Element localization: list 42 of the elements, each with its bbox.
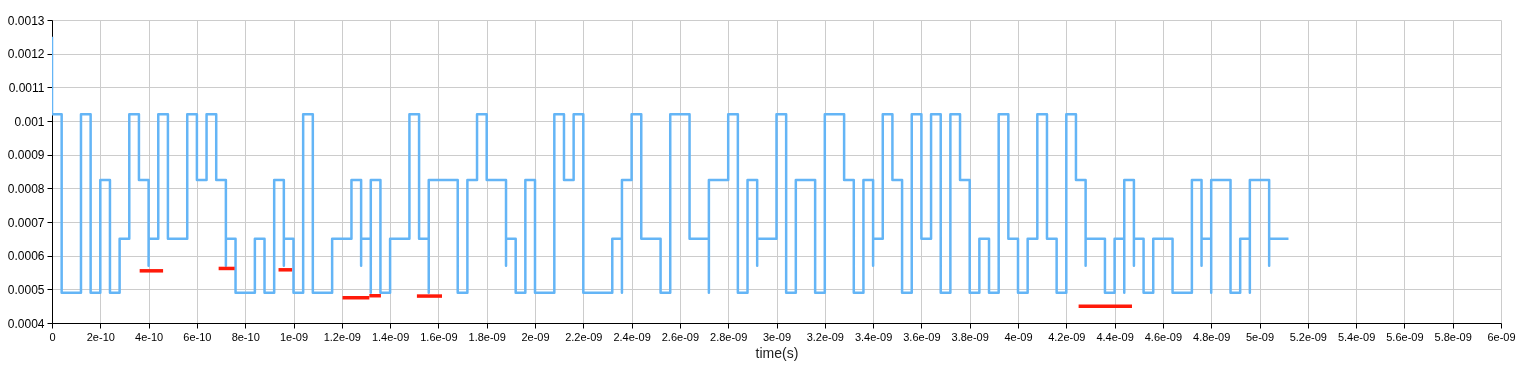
x-tick-label: 0 [49, 330, 56, 343]
x-tick-label: 1.8e-09 [468, 330, 506, 343]
y-tick-label: 0.0005 [7, 282, 45, 297]
x-tick-label: 2.6e-09 [661, 330, 700, 343]
x-tick-label: 3.8e-09 [951, 330, 989, 343]
x-tick-label: 1.4e-09 [371, 330, 410, 343]
x-tick-label: 1.6e-09 [420, 330, 458, 343]
x-tick-label: 4.2e-09 [1048, 330, 1086, 343]
x-tick-label: 5.2e-09 [1289, 330, 1327, 343]
y-tick-label: 0.0008 [7, 181, 45, 196]
x-tick-label: 4e-09 [1004, 330, 1033, 343]
x-axis-title: time(s) [755, 344, 799, 361]
y-tick-label: 0.0009 [7, 148, 45, 163]
x-tick-label: 8e-10 [231, 330, 260, 343]
x-tick-label: 5.8e-09 [1434, 330, 1472, 343]
y-tick-label: 0.0011 [8, 80, 45, 95]
y-tick-label: 0.0004 [7, 316, 45, 331]
y-tick-label: 0.0007 [7, 215, 45, 230]
x-tick-label: 6e-09 [1487, 330, 1516, 343]
x-tick-label: 1e-09 [279, 330, 309, 343]
x-tick-label: 4e-10 [135, 330, 164, 343]
x-tick-label: 5e-09 [1245, 330, 1275, 343]
x-tick-label: 2.4e-09 [613, 330, 651, 343]
x-tick-label: 2.8e-09 [710, 330, 748, 343]
x-tick-label: 3.4e-09 [854, 330, 893, 343]
x-tick-label: 1.2e-09 [323, 330, 361, 343]
y-tick-label: 0.0006 [7, 249, 45, 264]
y-tick-label: 0.0013 [7, 13, 45, 28]
x-tick-label: 2.2e-09 [565, 330, 603, 343]
x-tick-label: 2e-10 [86, 330, 115, 343]
x-tick-label: 5.6e-09 [1386, 330, 1424, 343]
x-tick-label: 5.4e-09 [1337, 330, 1376, 343]
x-tick-label: 3.6e-09 [903, 330, 941, 343]
x-tick-label: 4.8e-09 [1193, 330, 1231, 343]
y-tick-label: 0.0012 [7, 47, 45, 62]
x-tick-label: 4.6e-09 [1144, 330, 1183, 343]
x-tick-label: 2e-09 [521, 330, 550, 343]
x-tick-label: 6e-10 [183, 330, 212, 343]
x-tick-label: 3.2e-09 [806, 330, 844, 343]
x-tick-label: 3e-09 [762, 330, 792, 343]
x-tick-label: 4.4e-09 [1096, 330, 1134, 343]
y-tick-label: 0.001 [14, 114, 45, 129]
